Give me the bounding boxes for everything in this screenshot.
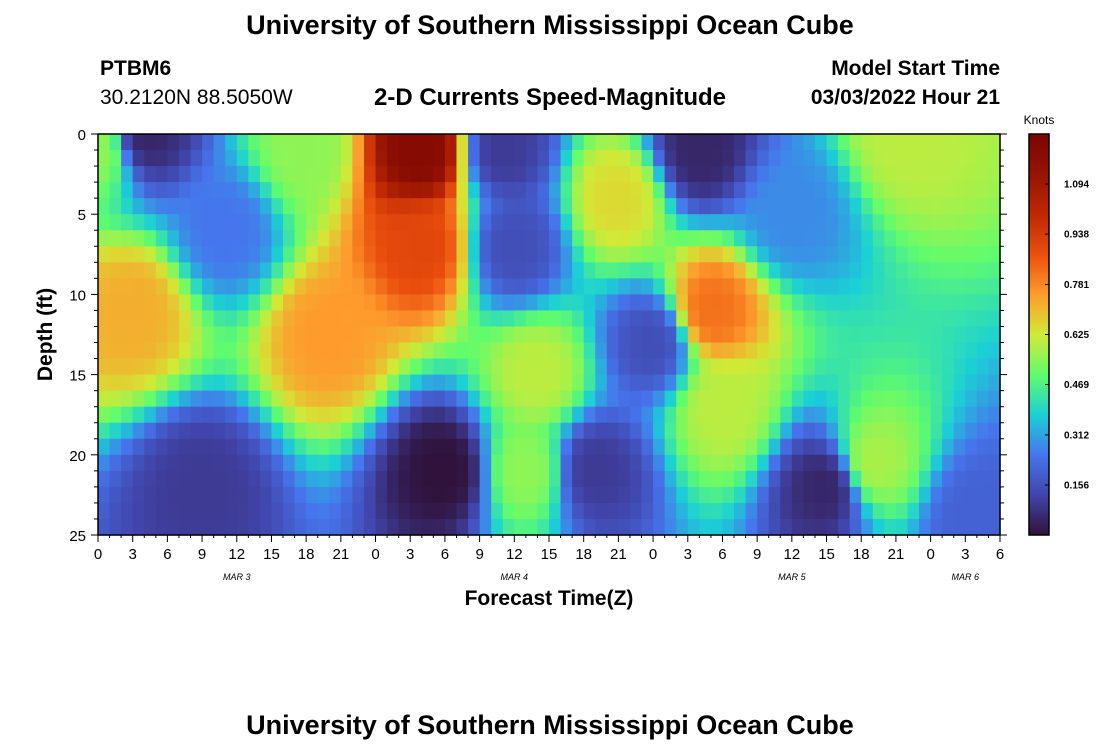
x-tick-label: 21 [333, 546, 350, 563]
y-tick-label: 25 [69, 528, 86, 545]
x-tick-label: 6 [996, 546, 1004, 563]
product-title: 2-D Currents Speed-Magnitude [373, 84, 727, 111]
x-tick-label: 3 [684, 546, 692, 563]
x-tick-label: 6 [441, 546, 449, 563]
x-tick-label: 21 [888, 546, 905, 563]
x-tick-label: 9 [753, 546, 761, 563]
heatmap-chart: 0 5 10 15 20 25 0 3 6 9 12 15 18 21 0 3 6 9 12 15 18 21 0 3 6 9 12… [34, 113, 1089, 610]
colorbar-tick-label: 0.469 [1064, 380, 1089, 391]
x-tick-label: 0 [649, 546, 657, 563]
x-tick-label: 12 [228, 546, 245, 563]
x-date-label: MAR 6 [952, 572, 980, 582]
x-tick-label: 0 [94, 546, 102, 563]
x-tick-label: 9 [198, 546, 206, 563]
colorbar-tick-label: 0.781 [1064, 280, 1089, 291]
y-tick-label: 15 [69, 368, 86, 385]
colorbar-title: Knots [1024, 113, 1055, 127]
x-date-label: MAR 4 [501, 572, 529, 582]
footer-title: University of Southern Mississippi Ocean… [246, 710, 854, 740]
x-date-label: MAR 5 [778, 572, 807, 582]
colorbar-tick-label: 0.938 [1064, 230, 1089, 241]
x-tick-label: 12 [784, 546, 801, 563]
x-tick-label: 3 [406, 546, 414, 563]
chart-title: University of Southern Mississippi Ocean… [246, 10, 854, 40]
y-axis [91, 133, 1007, 536]
y-tick-label: 5 [78, 207, 86, 224]
station-coordinates: 30.2120N 88.5050W [100, 86, 293, 109]
colorbar-tick-label: 0.625 [1064, 330, 1089, 341]
x-tick-label: 3 [129, 546, 137, 563]
x-tick-label: 6 [718, 546, 726, 563]
x-axis-label: Forecast Time(Z) [465, 587, 634, 610]
model-start-label: Model Start Time [831, 57, 1000, 80]
x-tick-label: 6 [163, 546, 171, 563]
x-tick-label: 18 [298, 546, 315, 563]
x-tick-label: 18 [853, 546, 870, 563]
heatmap-cells [98, 134, 1001, 536]
y-tick-label: 20 [69, 448, 86, 465]
x-date-label: MAR 3 [223, 572, 251, 582]
x-tick-label: 0 [926, 546, 934, 563]
y-axis-label: Depth (ft) [34, 288, 57, 381]
x-tick-label: 9 [475, 546, 483, 563]
colorbar-tick-label: 0.156 [1064, 480, 1089, 491]
x-tick-label: 15 [541, 546, 558, 563]
y-tick-label: 0 [78, 127, 86, 144]
x-axis [97, 535, 1001, 542]
colorbar-tick-label: 0.312 [1064, 430, 1089, 441]
x-tick-label: 12 [506, 546, 523, 563]
x-tick-label: 0 [371, 546, 379, 563]
x-tick-label: 21 [610, 546, 627, 563]
station-id: PTBM6 [100, 57, 172, 80]
x-tick-label: 18 [575, 546, 592, 563]
x-tick-label: 15 [818, 546, 835, 563]
y-tick-label: 10 [69, 287, 86, 304]
colorbar-tick-label: 1.094 [1064, 180, 1089, 191]
x-tick-label: 15 [263, 546, 280, 563]
model-start-value: 03/03/2022 Hour 21 [810, 86, 1000, 109]
x-tick-label: 3 [961, 546, 969, 563]
